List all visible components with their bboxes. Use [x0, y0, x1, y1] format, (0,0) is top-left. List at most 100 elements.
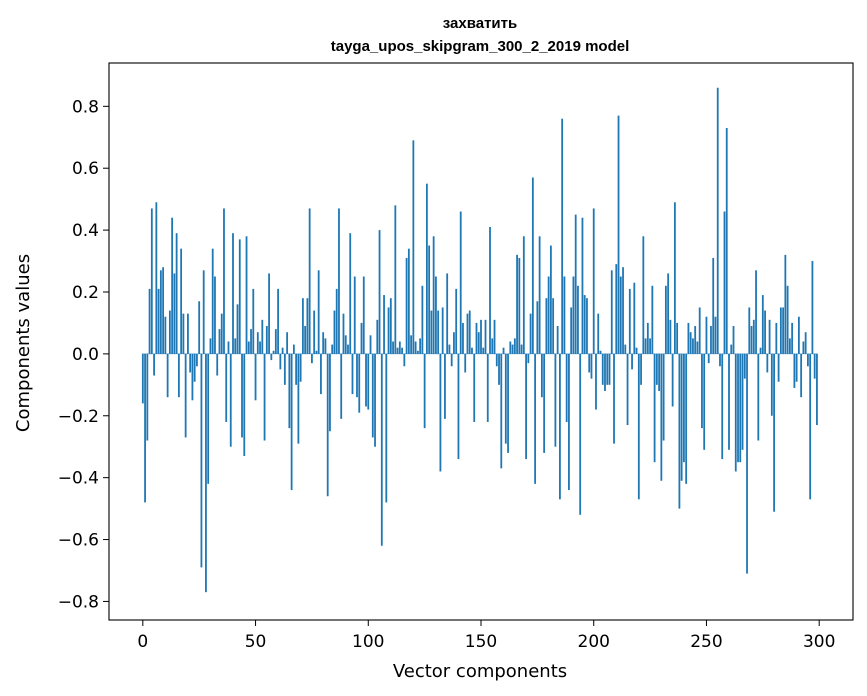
bar-110 — [389, 298, 392, 354]
bar-114 — [398, 341, 401, 354]
bar-190 — [570, 307, 573, 354]
bar-112 — [394, 205, 397, 354]
bar-288 — [791, 322, 794, 354]
bar-29 — [207, 353, 210, 484]
bar-210 — [615, 264, 618, 354]
bar-2 — [146, 353, 149, 441]
bar-255 — [716, 87, 719, 354]
bar-12 — [168, 310, 171, 354]
bar-152 — [484, 319, 487, 354]
bar-184 — [556, 326, 559, 354]
bar-199 — [590, 353, 593, 379]
bar-72 — [304, 326, 307, 354]
bar-147 — [473, 353, 476, 422]
bar-157 — [495, 353, 498, 367]
bar-56 — [268, 273, 270, 354]
bar-226 — [651, 285, 654, 354]
bar-158 — [498, 353, 500, 385]
bar-37 — [225, 353, 228, 422]
y-tick-label: −0.4 — [58, 469, 99, 489]
bar-95 — [356, 353, 358, 398]
bar-244 — [692, 338, 694, 354]
bar-104 — [376, 319, 379, 354]
bar-287 — [788, 338, 791, 354]
bar-200 — [592, 208, 595, 354]
bar-7 — [157, 288, 160, 354]
bar-246 — [696, 341, 699, 354]
bar-79 — [320, 353, 322, 395]
bar-67 — [292, 344, 295, 354]
bar-117 — [405, 257, 408, 354]
bar-214 — [624, 344, 627, 354]
bar-177 — [540, 353, 543, 398]
bar-90 — [344, 335, 347, 354]
bar-174 — [534, 353, 537, 484]
bar-34 — [218, 329, 221, 354]
bar-25 — [198, 301, 201, 354]
bar-208 — [610, 270, 613, 354]
bar-211 — [617, 115, 620, 354]
bar-267 — [743, 353, 746, 379]
bar-89 — [342, 313, 345, 354]
y-tick-label: −0.8 — [58, 592, 99, 612]
bar-218 — [633, 282, 636, 354]
bar-43 — [238, 239, 241, 354]
bar-62 — [281, 347, 284, 354]
bar-115 — [401, 347, 403, 354]
bar-262 — [732, 326, 735, 354]
x-tick-label: 150 — [465, 632, 497, 652]
bar-102 — [371, 353, 374, 438]
bar-11 — [166, 353, 169, 398]
bar-234 — [669, 319, 672, 354]
bar-52 — [259, 341, 261, 354]
bar-86 — [335, 288, 338, 354]
bar-286 — [786, 285, 789, 354]
bar-250 — [705, 316, 708, 354]
bar-153 — [486, 353, 489, 422]
bar-279 — [770, 353, 773, 416]
bar-57 — [270, 353, 273, 361]
bar-30 — [209, 338, 212, 354]
bar-132 — [439, 353, 442, 472]
bar-91 — [347, 344, 349, 354]
bar-209 — [613, 353, 615, 444]
bar-167 — [518, 257, 521, 354]
bar-94 — [353, 276, 356, 354]
bar-175 — [536, 301, 539, 354]
bar-221 — [640, 353, 642, 385]
bar-83 — [329, 353, 331, 432]
bar-18 — [182, 313, 185, 354]
bar-224 — [646, 322, 649, 354]
bar-103 — [374, 353, 376, 447]
bar-253 — [712, 257, 715, 354]
x-tick-label: 300 — [803, 632, 835, 652]
y-tick-label: 0.4 — [72, 221, 99, 241]
bar-138 — [453, 332, 455, 354]
x-tick-label: 100 — [352, 632, 384, 652]
bar-88 — [340, 353, 343, 419]
bar-240 — [683, 353, 685, 463]
bar-294 — [804, 332, 807, 354]
bar-188 — [565, 353, 568, 422]
y-axis-label: Components values — [13, 254, 34, 432]
bar-71 — [301, 298, 304, 354]
bar-228 — [655, 353, 658, 385]
bar-249 — [703, 353, 706, 450]
bar-237 — [676, 322, 679, 354]
bar-16 — [177, 353, 180, 398]
bar-108 — [385, 353, 388, 503]
bar-10 — [164, 316, 167, 354]
bar-99 — [365, 353, 367, 407]
y-tick-label: 0.8 — [72, 97, 99, 117]
y-tick-label: −0.2 — [58, 407, 99, 427]
bar-142 — [462, 322, 464, 354]
bar-187 — [563, 276, 566, 354]
bar-212 — [619, 276, 622, 354]
bar-55 — [265, 326, 268, 354]
bar-64 — [286, 332, 289, 354]
bar-70 — [299, 353, 302, 382]
bar-159 — [500, 353, 503, 469]
x-tick-label: 250 — [690, 632, 722, 652]
bar-256 — [719, 353, 721, 367]
bar-189 — [568, 353, 570, 491]
